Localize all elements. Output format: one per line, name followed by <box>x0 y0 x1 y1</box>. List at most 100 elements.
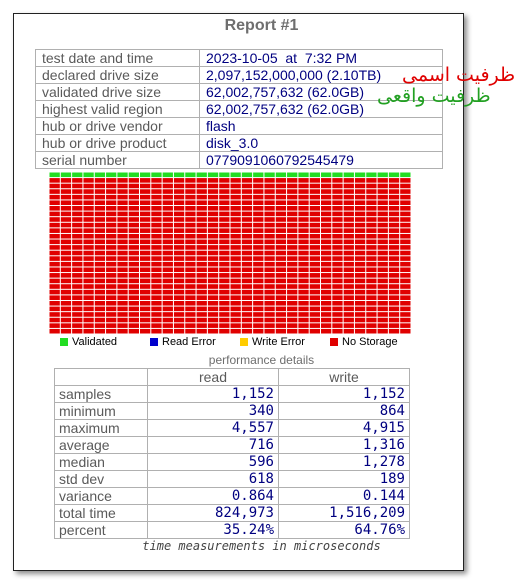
perf-write-value: 1,516,209 <box>278 504 410 522</box>
no-storage-block <box>298 183 309 189</box>
no-storage-block <box>207 228 219 233</box>
no-storage-block <box>241 312 253 317</box>
no-storage-block <box>298 256 309 261</box>
no-storage-block <box>230 261 241 267</box>
no-storage-block <box>241 256 253 261</box>
no-storage-block <box>117 217 128 222</box>
no-storage-block <box>400 306 411 312</box>
no-storage-block <box>264 289 275 295</box>
no-storage-block <box>49 284 60 289</box>
no-storage-block <box>140 273 151 278</box>
no-storage-block <box>332 273 343 278</box>
info-row-product: hub or drive product disk_3.0 <box>35 134 443 152</box>
no-storage-block <box>151 217 162 222</box>
no-storage-block <box>366 189 377 194</box>
no-storage-block <box>151 256 162 261</box>
no-storage-block <box>377 306 388 312</box>
no-storage-block <box>287 228 298 233</box>
no-storage-block <box>388 295 400 300</box>
no-storage-block <box>128 256 139 261</box>
no-storage-block <box>332 222 343 228</box>
no-storage-block <box>151 245 162 250</box>
no-storage-block <box>388 239 400 245</box>
no-storage-block <box>388 284 400 289</box>
no-storage-block <box>219 194 230 200</box>
info-label: serial number <box>35 151 200 169</box>
no-storage-block <box>275 312 287 317</box>
no-storage-block <box>354 317 366 323</box>
no-storage-block <box>196 312 207 317</box>
no-storage-block <box>173 200 185 206</box>
no-storage-block <box>354 194 366 200</box>
no-storage-block <box>388 183 400 189</box>
no-storage-block <box>253 217 264 222</box>
validated-block <box>253 172 264 178</box>
report-title: Report #1 <box>224 17 299 34</box>
no-storage-block <box>151 328 162 334</box>
no-storage-block <box>196 284 207 289</box>
no-storage-block <box>106 211 117 217</box>
no-storage-block <box>60 222 72 228</box>
no-storage-block <box>275 261 287 267</box>
no-storage-block <box>253 189 264 194</box>
info-label: hub or drive product <box>35 134 200 152</box>
no-storage-block <box>207 289 219 295</box>
no-storage-block <box>219 228 230 233</box>
no-storage-block <box>140 217 151 222</box>
no-storage-block <box>253 295 264 300</box>
no-storage-block <box>253 278 264 284</box>
no-storage-block <box>207 300 219 306</box>
no-storage-block <box>83 194 94 200</box>
no-storage-block <box>106 183 117 189</box>
no-storage-block <box>106 328 117 334</box>
no-storage-block <box>196 273 207 278</box>
no-storage-block <box>275 300 287 306</box>
no-storage-block <box>264 323 275 328</box>
no-storage-block <box>298 222 309 228</box>
no-storage-block <box>298 284 309 289</box>
no-storage-block <box>72 267 83 273</box>
no-storage-block <box>343 256 354 261</box>
no-storage-block <box>151 273 162 278</box>
no-storage-block <box>185 211 196 217</box>
no-storage-block <box>128 183 139 189</box>
no-storage-block <box>207 200 219 206</box>
no-storage-block <box>83 278 94 284</box>
no-storage-block <box>49 206 60 211</box>
no-storage-block <box>354 206 366 211</box>
validated-block <box>140 172 151 178</box>
no-storage-block <box>185 250 196 256</box>
no-storage-block <box>72 194 83 200</box>
no-storage-block <box>343 217 354 222</box>
no-storage-block <box>309 233 320 239</box>
no-storage-block <box>332 328 343 334</box>
no-storage-block <box>173 233 185 239</box>
no-storage-block <box>72 295 83 300</box>
no-storage-block <box>49 194 60 200</box>
no-storage-block <box>275 317 287 323</box>
no-storage-block <box>207 306 219 312</box>
no-storage-block <box>253 233 264 239</box>
no-storage-block <box>241 211 253 217</box>
no-storage-block <box>264 233 275 239</box>
no-storage-block <box>72 289 83 295</box>
no-storage-block <box>173 273 185 278</box>
no-storage-block <box>275 306 287 312</box>
no-storage-block <box>140 284 151 289</box>
no-storage-block <box>321 206 332 211</box>
no-storage-block <box>140 300 151 306</box>
no-storage-block <box>106 267 117 273</box>
no-storage-block <box>173 278 185 284</box>
no-storage-block <box>60 250 72 256</box>
no-storage-block <box>377 300 388 306</box>
validated-block <box>83 172 94 178</box>
no-storage-block <box>230 194 241 200</box>
no-storage-block <box>230 222 241 228</box>
legend-label: Read Error <box>162 336 216 348</box>
no-storage-block <box>140 245 151 250</box>
validated-block <box>196 172 207 178</box>
no-storage-block <box>207 250 219 256</box>
no-storage-block <box>219 278 230 284</box>
no-storage-swatch <box>330 338 338 347</box>
no-storage-block <box>94 317 106 323</box>
